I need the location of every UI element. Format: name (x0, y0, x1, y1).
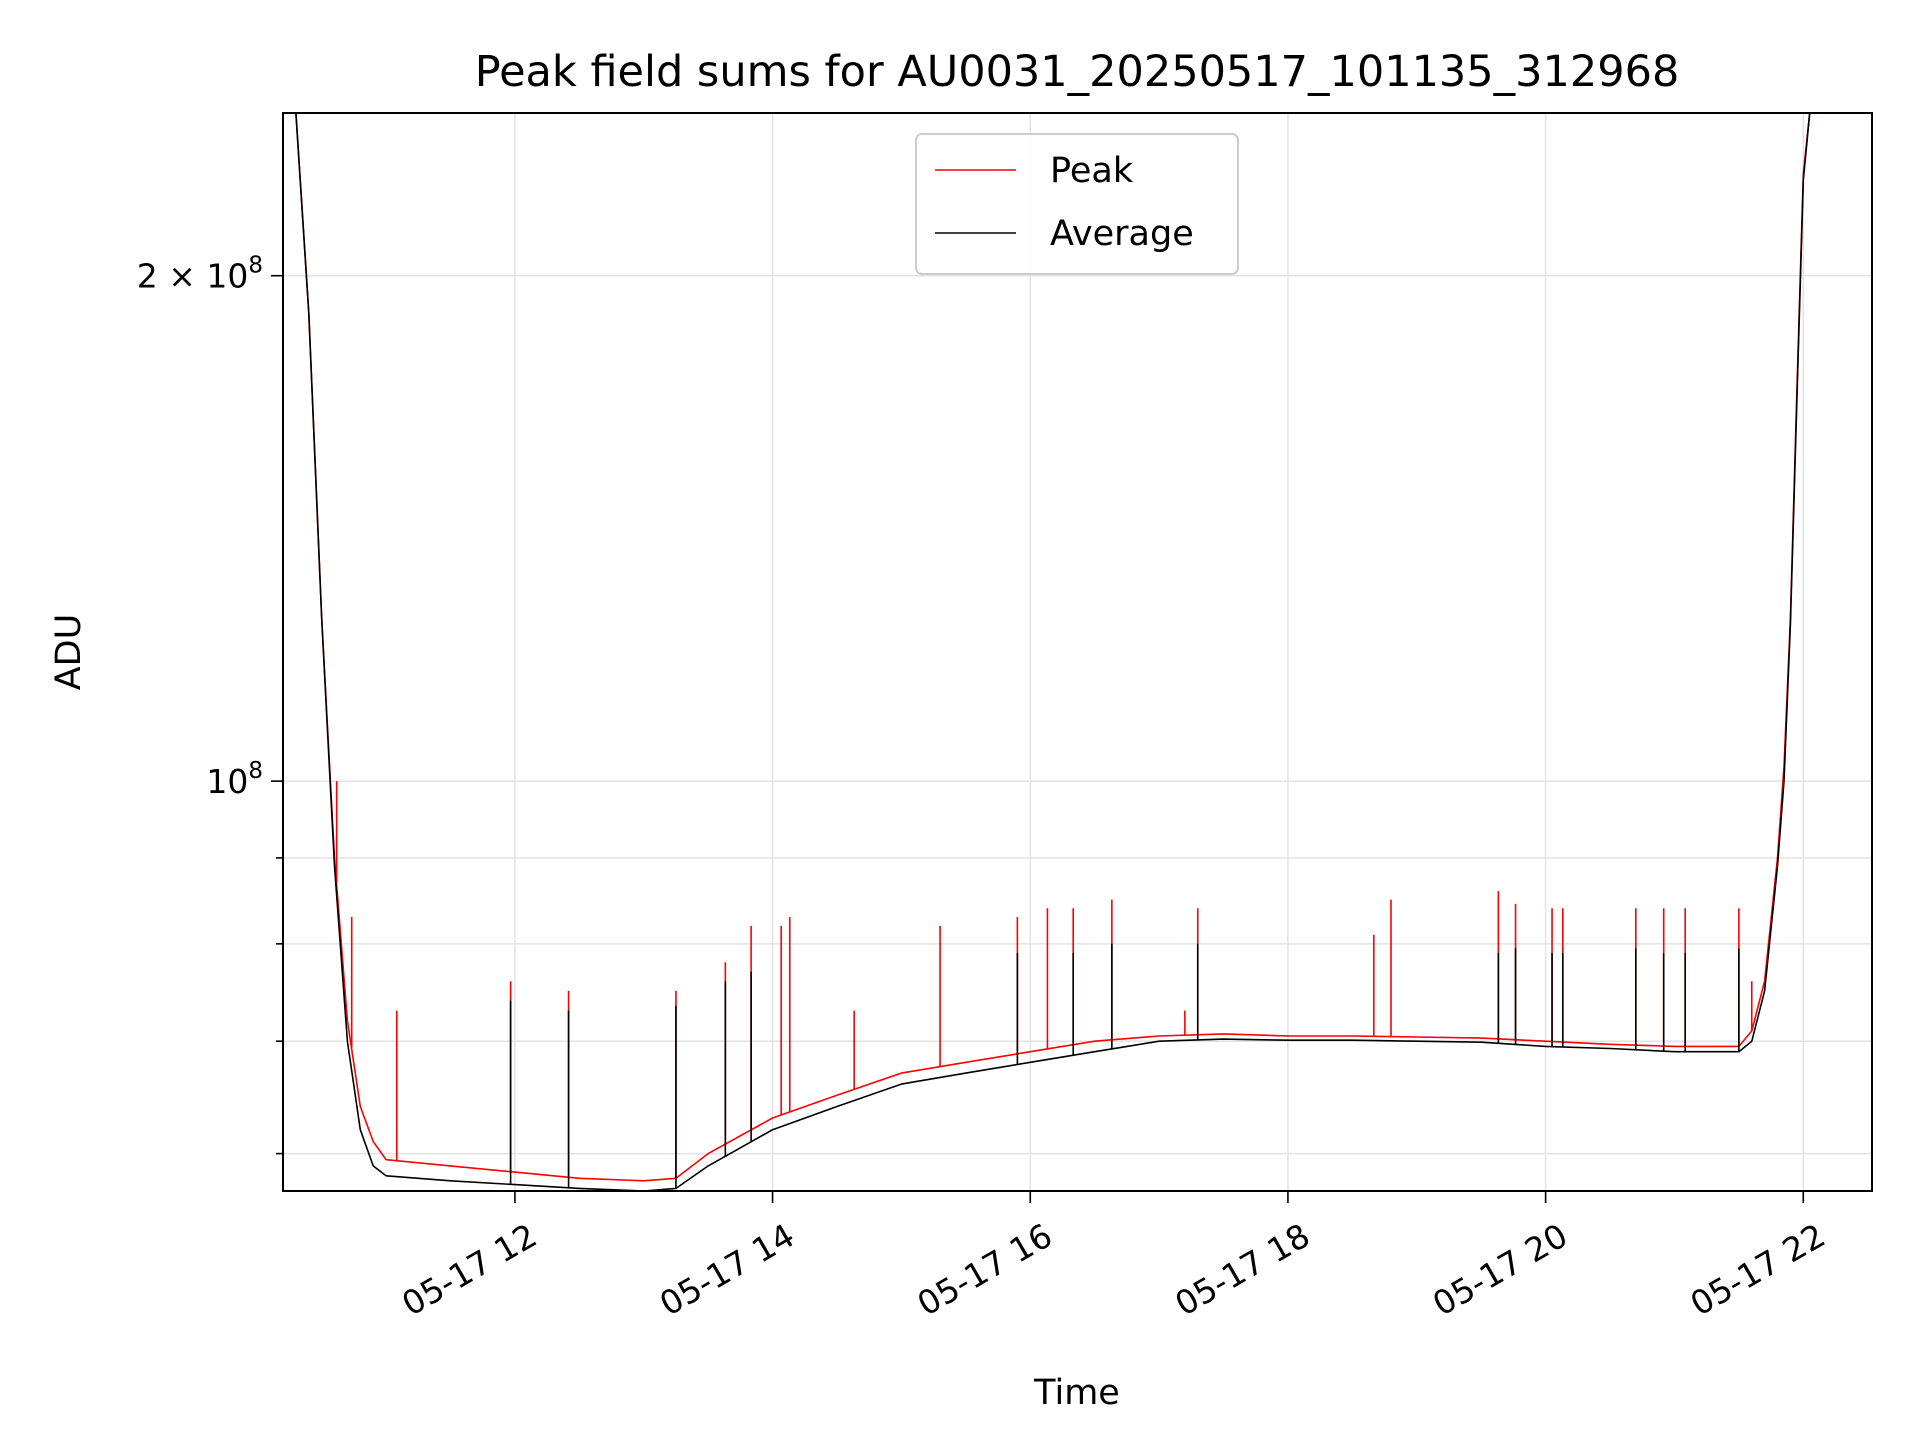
series-average (283, 113, 1872, 1191)
series-line-average (283, 113, 1872, 1191)
axes-frame (282, 112, 1873, 1192)
legend-box (915, 133, 1239, 275)
legend-label-average: Average (1050, 214, 1194, 254)
chart-title: Peak field sums for AU0031_20250517_1011… (475, 47, 1680, 97)
series-line-peak (283, 113, 1872, 1182)
y-tick-label: 108 (206, 758, 263, 801)
legend-label-peak: Peak (1050, 151, 1134, 191)
x-axis-label: Time (1033, 1373, 1120, 1413)
y-axis-label: ADU (49, 614, 89, 691)
gridlines (283, 113, 1872, 1191)
legend: Peak Average (915, 133, 1239, 275)
y-tick-label: 2 × 108 (137, 253, 263, 296)
plot-area (283, 113, 1872, 1191)
